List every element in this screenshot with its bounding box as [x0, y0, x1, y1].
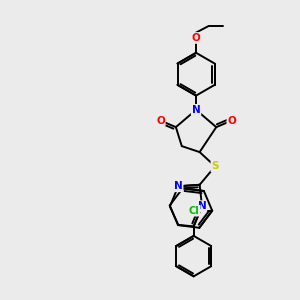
Text: O: O — [156, 116, 165, 126]
Text: N: N — [198, 201, 206, 211]
Text: N: N — [174, 181, 183, 191]
Text: O: O — [227, 116, 236, 126]
Text: Cl: Cl — [189, 206, 200, 216]
Text: O: O — [192, 33, 200, 43]
Text: N: N — [192, 105, 200, 115]
Text: S: S — [211, 161, 219, 171]
